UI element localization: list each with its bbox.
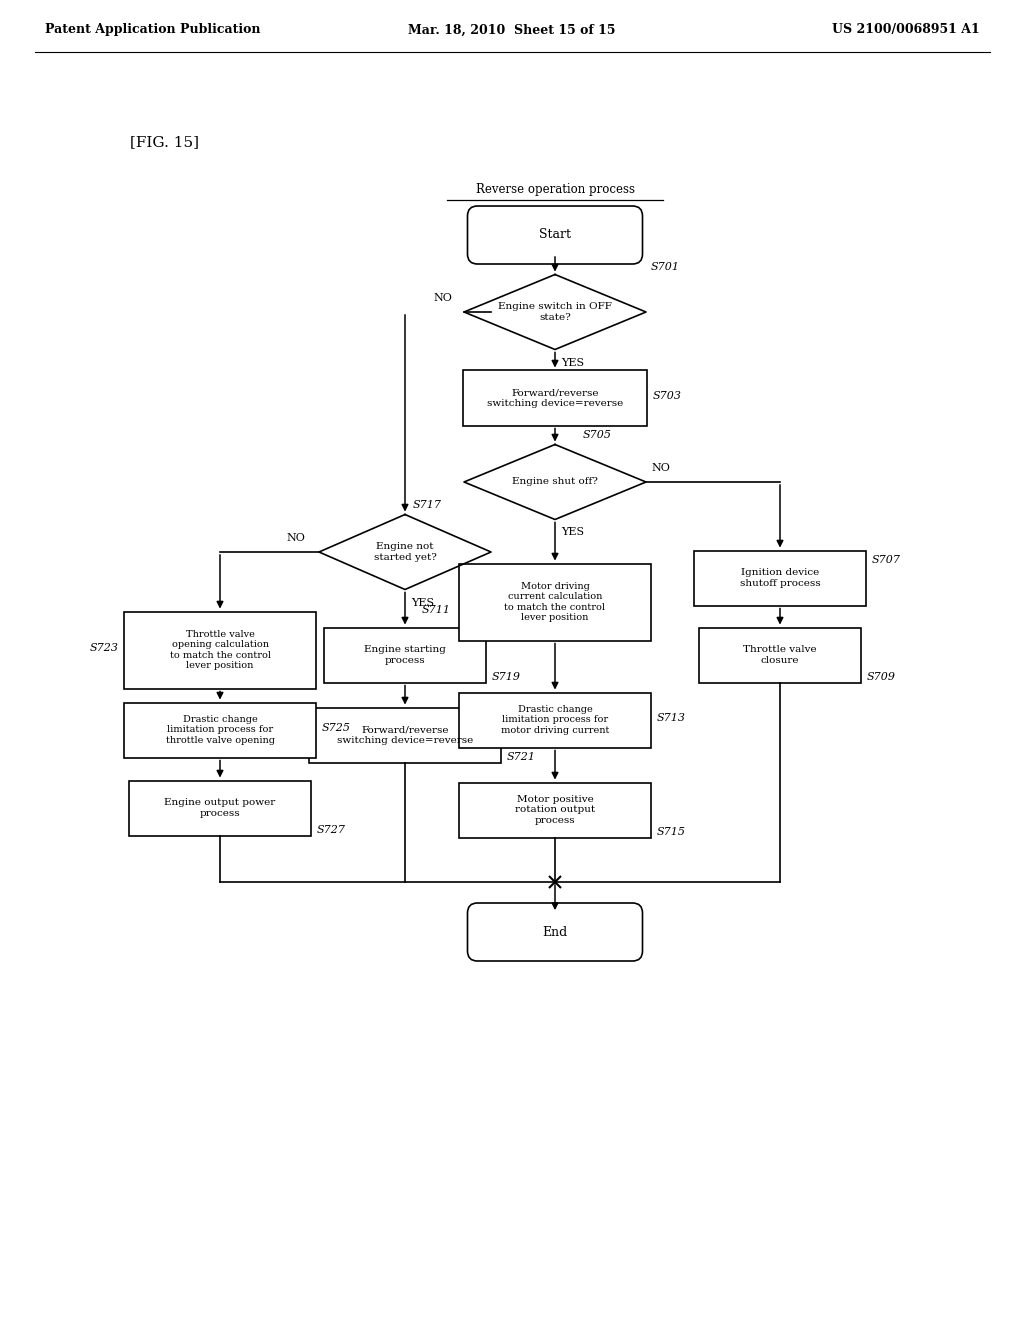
Bar xyxy=(324,627,486,682)
Text: US 2100/0068951 A1: US 2100/0068951 A1 xyxy=(833,24,980,37)
Polygon shape xyxy=(464,275,646,350)
Text: End: End xyxy=(543,925,567,939)
Text: S711: S711 xyxy=(422,605,451,615)
Text: YES: YES xyxy=(561,358,585,367)
Text: Patent Application Publication: Patent Application Publication xyxy=(45,24,260,37)
Text: Motor positive
rotation output
process: Motor positive rotation output process xyxy=(515,795,595,825)
Text: [FIG. 15]: [FIG. 15] xyxy=(130,135,199,149)
Text: Start: Start xyxy=(539,228,571,242)
Text: S709: S709 xyxy=(867,672,896,682)
Text: Engine switch in OFF
state?: Engine switch in OFF state? xyxy=(498,302,612,322)
Polygon shape xyxy=(319,515,490,590)
Text: S727: S727 xyxy=(317,825,346,836)
Bar xyxy=(309,708,501,763)
Bar xyxy=(699,627,861,682)
Text: Mar. 18, 2010  Sheet 15 of 15: Mar. 18, 2010 Sheet 15 of 15 xyxy=(409,24,615,37)
Bar xyxy=(129,780,311,836)
Text: Throttle valve
opening calculation
to match the control
lever position: Throttle valve opening calculation to ma… xyxy=(170,630,270,671)
Text: Engine starting
process: Engine starting process xyxy=(365,645,445,665)
Bar xyxy=(459,693,651,747)
Text: Drastic change
limitation process for
throttle valve opening: Drastic change limitation process for th… xyxy=(166,715,274,744)
FancyBboxPatch shape xyxy=(468,206,642,264)
Text: Engine output power
process: Engine output power process xyxy=(165,799,275,817)
Text: Throttle valve
closure: Throttle valve closure xyxy=(743,645,817,665)
Text: S717: S717 xyxy=(413,499,442,510)
Text: S713: S713 xyxy=(657,713,686,723)
Text: Engine not
started yet?: Engine not started yet? xyxy=(374,543,436,562)
Text: Motor driving
current calculation
to match the control
lever position: Motor driving current calculation to mat… xyxy=(505,582,605,622)
Polygon shape xyxy=(464,445,646,520)
Text: S725: S725 xyxy=(322,723,351,733)
Text: Ignition device
shutoff process: Ignition device shutoff process xyxy=(739,569,820,587)
Text: S705: S705 xyxy=(583,429,612,440)
Text: Forward/reverse
switching device=reverse: Forward/reverse switching device=reverse xyxy=(337,725,473,744)
Text: Drastic change
limitation process for
motor driving current: Drastic change limitation process for mo… xyxy=(501,705,609,735)
Text: S723: S723 xyxy=(90,643,119,653)
Text: NO: NO xyxy=(433,293,452,304)
Bar xyxy=(124,702,316,758)
Text: S703: S703 xyxy=(653,391,682,401)
Text: S701: S701 xyxy=(651,261,680,272)
Text: Engine shut off?: Engine shut off? xyxy=(512,478,598,487)
Bar xyxy=(694,550,866,606)
FancyBboxPatch shape xyxy=(468,903,642,961)
Text: YES: YES xyxy=(561,528,585,537)
Text: Forward/reverse
switching device=reverse: Forward/reverse switching device=reverse xyxy=(486,388,624,408)
Text: S719: S719 xyxy=(492,672,521,682)
Text: S721: S721 xyxy=(507,752,536,762)
Text: NO: NO xyxy=(286,533,305,543)
Bar xyxy=(124,611,316,689)
Bar xyxy=(459,783,651,837)
Bar xyxy=(463,371,647,425)
Text: S715: S715 xyxy=(657,828,686,837)
Bar xyxy=(459,564,651,640)
Text: Reverse operation process: Reverse operation process xyxy=(475,183,635,197)
Text: S707: S707 xyxy=(872,554,901,565)
Text: NO: NO xyxy=(651,463,671,473)
Text: YES: YES xyxy=(412,598,434,609)
